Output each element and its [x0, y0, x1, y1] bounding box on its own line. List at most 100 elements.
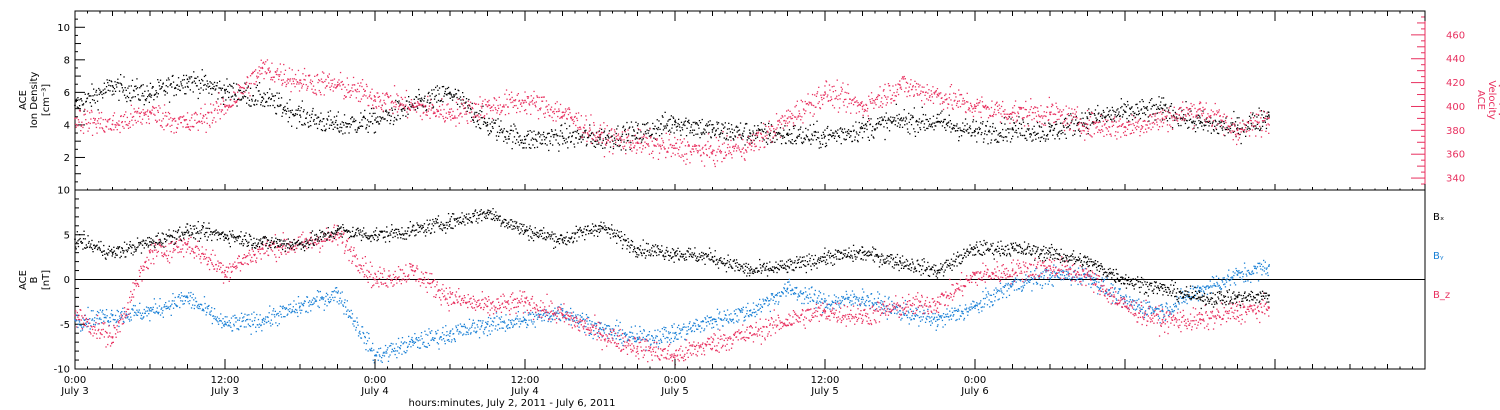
velocity-series-point-2021	[1211, 124, 1214, 126]
by-series-point-363	[279, 311, 281, 313]
velocity-series-point-817	[534, 104, 536, 106]
by-series-point-342	[267, 316, 269, 319]
density-series-point-783	[515, 128, 517, 130]
velocity-series-point-797	[523, 101, 525, 104]
velocity-series-point-1821	[1099, 129, 1101, 132]
velocity-series-point-1597	[973, 107, 975, 109]
density-series-point-645	[437, 99, 440, 102]
velocity-series-point-695	[465, 113, 468, 115]
by-series-point-255	[218, 317, 220, 320]
velocity-series-point-1336	[826, 96, 828, 98]
velocity-series-point-541	[379, 101, 381, 103]
by-series-point-118	[141, 318, 143, 320]
density-series-point-123	[144, 90, 146, 92]
by-series-point-61	[109, 317, 111, 319]
by-series-point-576	[399, 347, 401, 349]
velocity-series-point-629	[428, 105, 431, 107]
velocity-series-point-736	[489, 104, 491, 106]
by-series-point-308	[248, 314, 250, 316]
velocity-series-point-481	[345, 96, 347, 98]
velocity-series-point-36	[95, 123, 97, 125]
by-series-point-213	[194, 297, 197, 299]
density-series-point-766	[505, 130, 508, 132]
density-series-point-1291	[801, 141, 803, 144]
density-series-point-1516	[927, 120, 930, 122]
density-series-point-982	[627, 139, 629, 142]
density-series-point-81	[120, 83, 122, 85]
density-series-point-1207	[753, 125, 756, 127]
density-series-point-34	[94, 94, 96, 96]
velocity-series-point-242	[211, 112, 213, 114]
density-series-point-357	[275, 113, 278, 115]
velocity-series-point-788	[518, 100, 520, 102]
by-series-point-282	[233, 325, 235, 327]
by-series-point-276	[230, 326, 232, 328]
density-series-point-57	[107, 82, 109, 84]
density-series-point-736	[489, 132, 491, 135]
density-series-point-816	[534, 147, 536, 149]
density-series-point-1940	[1166, 107, 1168, 109]
density-series-point-1687	[1023, 134, 1026, 137]
by-series-point-51	[103, 316, 105, 319]
density-series-point-448	[327, 119, 329, 121]
velocity-series-point-1814	[1095, 127, 1097, 129]
velocity-series-point-614	[420, 103, 422, 106]
velocity-series-point-1949	[1171, 117, 1173, 119]
velocity-series-point-164	[167, 123, 169, 125]
velocity-series-point-2052	[1229, 131, 1231, 133]
velocity-series-point-1545	[944, 94, 946, 97]
velocity-series-point-662	[447, 103, 449, 105]
density-series-point-1021	[649, 127, 651, 129]
by-series-point-473	[341, 300, 343, 302]
density-series-point-1186	[742, 132, 744, 135]
density-series-point-546	[382, 116, 384, 119]
density-series-point-1315	[814, 130, 816, 133]
density-series-anchor-4	[224, 89, 226, 92]
density-series-point-108	[135, 88, 137, 90]
density-series-point-710	[474, 111, 476, 114]
density-series-point-496	[354, 120, 356, 123]
density-series-point-350	[271, 95, 274, 97]
density-series-point-643	[436, 85, 438, 87]
velocity-series-point-612	[419, 104, 421, 106]
density-series-point-1151	[722, 124, 724, 126]
by-series-point-283	[234, 314, 236, 316]
density-series-point-1285	[797, 129, 800, 131]
by-series-point-511	[362, 331, 364, 334]
density-series-point-1989	[1193, 122, 1196, 125]
density-series-point-1470	[901, 126, 904, 128]
density-series-point-1184	[741, 138, 743, 140]
density-series-point-299	[243, 90, 245, 93]
density-series-point-1924	[1157, 106, 1159, 108]
density-series-point-106	[134, 96, 136, 98]
velocity-series-point-1180	[738, 149, 741, 151]
velocity-series-point-723	[481, 103, 483, 105]
density-series-point-930	[598, 143, 600, 145]
density-series-point-1640	[997, 134, 999, 136]
density-series-point-737	[489, 123, 491, 125]
velocity-series-point-1032	[655, 145, 657, 147]
density-series-point-882	[571, 135, 573, 138]
by-series-point-468	[338, 303, 340, 305]
velocity-series-point-685	[460, 112, 462, 114]
density-series-point-1409	[867, 136, 869, 138]
density-series-point-1762	[1066, 127, 1068, 129]
velocity-series-point-1956	[1175, 113, 1177, 115]
by-series-point-224	[201, 304, 203, 306]
density-series-point-1584	[966, 130, 968, 132]
velocity-series-point-1439	[884, 83, 886, 86]
density-series-point-1616	[984, 133, 986, 135]
density-series-point-1649	[1002, 139, 1004, 142]
density-series-point-1576	[961, 130, 963, 132]
velocity-series-point-1642	[998, 104, 1000, 106]
density-series-point-533	[374, 131, 377, 133]
density-series-point-95	[128, 85, 130, 87]
velocity-series-point-594	[409, 108, 411, 110]
density-series-anchor-6	[299, 114, 301, 116]
velocity-series-point-276	[230, 98, 232, 101]
velocity-series-point-574	[397, 108, 400, 110]
density-series-point-1933	[1162, 111, 1164, 114]
density-series-point-124	[144, 99, 146, 101]
velocity-series-point-941	[604, 128, 606, 130]
velocity-series-point-698	[467, 100, 469, 102]
